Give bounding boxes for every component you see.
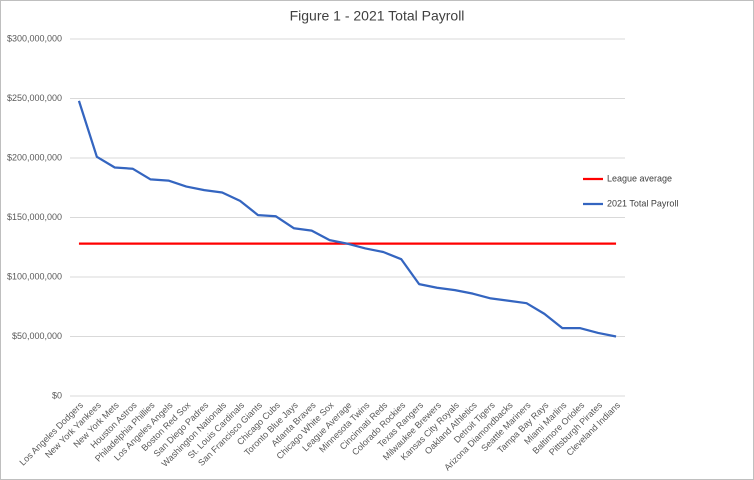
- line-series: [77, 100, 617, 338]
- y-tick-label: $100,000,000: [7, 271, 62, 281]
- legend-label: League average: [607, 173, 672, 183]
- y-tick-label: $300,000,000: [7, 33, 62, 43]
- y-tick-label: $0: [52, 390, 62, 400]
- y-tick-label: $150,000,000: [7, 212, 62, 222]
- y-tick-label: $50,000,000: [12, 331, 62, 341]
- legend-label: 2021 Total Payroll: [607, 198, 678, 208]
- y-tick-label: $250,000,000: [7, 93, 62, 103]
- chart-title: Figure 1 - 2021 Total Payroll: [290, 8, 465, 24]
- y-tick-label: $200,000,000: [7, 152, 62, 162]
